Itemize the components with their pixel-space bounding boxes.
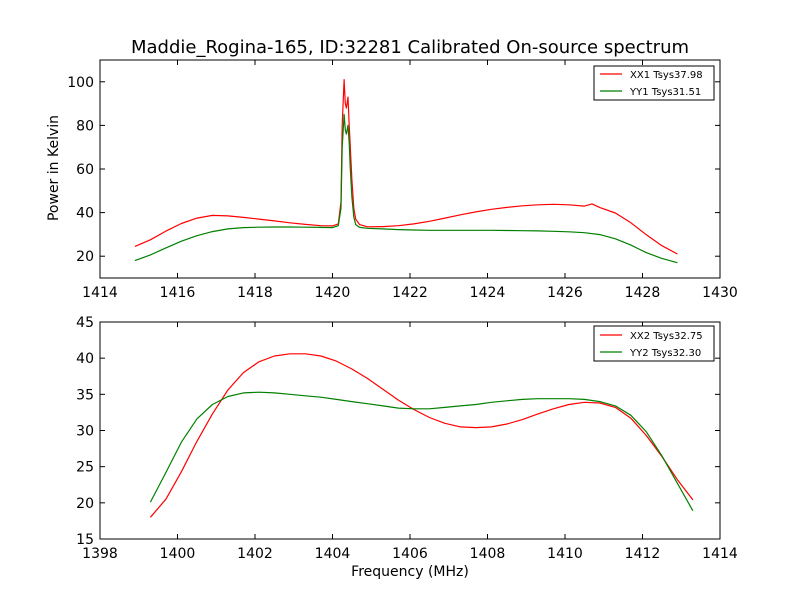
bottom-ytick-label: 20 (76, 496, 94, 512)
top-xtick-label: 1418 (237, 285, 273, 301)
bottom-series-line-xx2 (149, 353, 694, 518)
top-series-line-xx1 (134, 78, 678, 255)
top-xtick-label: 1430 (702, 285, 738, 301)
top-xtick-label: 1416 (160, 285, 196, 301)
bottom-xtick-label: 1410 (547, 546, 583, 562)
bottom-xlabel: Frequency (MHz) (351, 564, 469, 580)
bottom-xtick-label: 1406 (392, 546, 428, 562)
chart-title: Maddie_Rogina-165, ID:32281 Calibrated O… (131, 37, 689, 58)
top-subplot: Power in Kelvin 1414 1416 1418 1420 1422 1424… (46, 59, 738, 301)
top-ytick-label: 80 (76, 118, 94, 134)
bottom-ytick-label: 45 (76, 315, 94, 331)
top-xtick-label: 1420 (315, 285, 351, 301)
legend-label-yy2: YY2 Tsys32.30 (629, 348, 701, 359)
bottom-xtick-label: 1412 (625, 546, 661, 562)
top-xtick-label: 1428 (625, 285, 661, 301)
top-xtick-label: 1414 (82, 285, 118, 301)
top-xtick-label: 1424 (470, 285, 506, 301)
bottom-subplot: Frequency (MHz) 1398 1400 1402 1404 1406 1408… (76, 315, 738, 580)
top-legend: XX1 Tsys37.98 YY1 Tsys31.51 (593, 65, 715, 101)
legend-label-xx1: XX1 Tsys37.98 (630, 70, 703, 81)
top-ylabel: Power in Kelvin (46, 115, 62, 221)
bottom-xtick-label: 1414 (702, 546, 738, 562)
bottom-ytick-label: 30 (76, 424, 94, 440)
bottom-xtick-label: 1408 (470, 546, 506, 562)
top-ytick-label: 100 (67, 75, 94, 91)
legend-label-yy1: YY1 Tsys31.51 (629, 87, 701, 98)
bottom-ytick-label: 15 (76, 532, 94, 548)
top-xtick-label: 1422 (392, 285, 428, 301)
bottom-series-line-yy2 (149, 391, 694, 512)
bottom-xtick-label: 1400 (160, 546, 196, 562)
bottom-xtick-label: 1402 (237, 546, 273, 562)
bottom-xtick-label: 1404 (315, 546, 351, 562)
top-xtick-label: 1426 (547, 285, 583, 301)
bottom-ytick-label: 25 (76, 460, 94, 476)
top-ytick-label: 60 (76, 162, 94, 178)
top-ytick-label: 40 (76, 206, 94, 222)
legend-label-xx2: XX2 Tsys32.75 (630, 331, 703, 342)
bottom-ytick-label: 35 (76, 387, 94, 403)
bottom-legend: XX2 Tsys32.75 YY2 Tsys32.30 (593, 325, 715, 362)
bottom-ytick-label: 40 (76, 351, 94, 367)
top-ytick-label: 20 (76, 249, 94, 265)
top-series-line-yy1 (134, 113, 678, 264)
bottom-xtick-label: 1398 (82, 546, 118, 562)
